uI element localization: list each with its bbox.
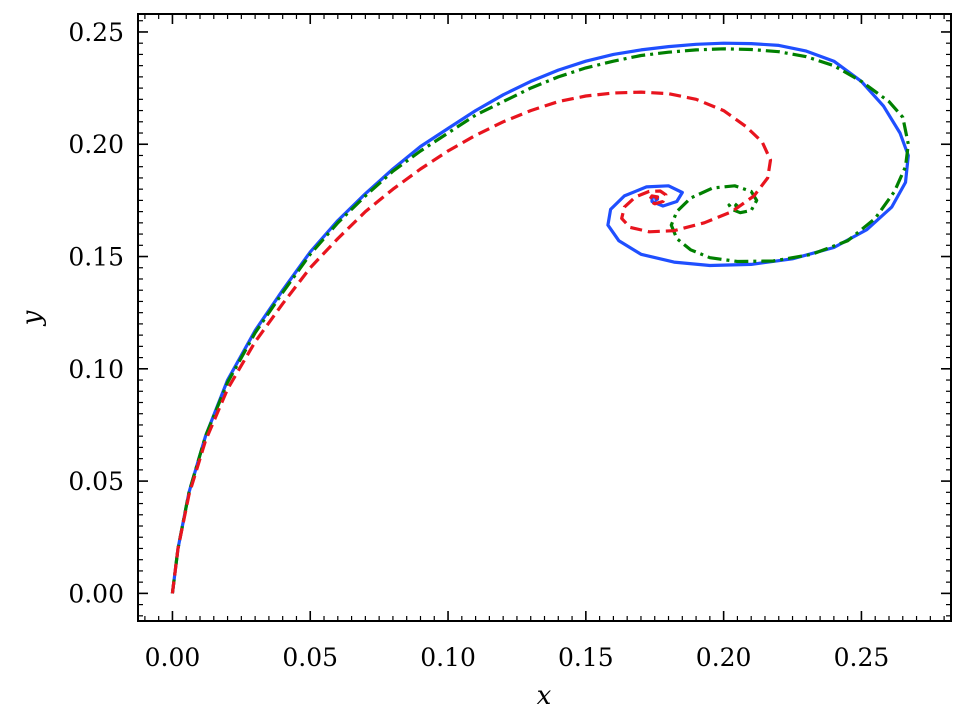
x-tick-label: 0.00 — [145, 643, 201, 672]
x-tick-label: 0.05 — [282, 643, 338, 672]
y-tick-label: 0.20 — [68, 130, 124, 159]
x-tick-label: 0.15 — [558, 643, 614, 672]
y-tick-label: 0.00 — [68, 579, 124, 608]
y-tick-label: 0.10 — [68, 355, 124, 384]
tick-label-layer: 0.00 0.05 0.10 0.15 0.20 0.25 0.00 0.05 0.10 0.15… — [68, 18, 889, 672]
series-line-1 — [170, 41, 910, 594]
series-line-2 — [170, 47, 910, 594]
y-tick-label: 0.15 — [68, 243, 124, 272]
series-layer — [170, 41, 910, 594]
x-axis-label: x — [537, 681, 552, 711]
series-line-3 — [170, 90, 773, 594]
x-tick-label: 0.10 — [420, 643, 476, 672]
y-axis-label: y — [17, 310, 47, 326]
y-tick-label: 0.25 — [68, 18, 124, 47]
y-tick-label: 0.05 — [68, 467, 124, 496]
plot-frame — [137, 13, 952, 622]
x-tick-label: 0.20 — [696, 643, 752, 672]
x-tick-label: 0.25 — [834, 643, 890, 672]
